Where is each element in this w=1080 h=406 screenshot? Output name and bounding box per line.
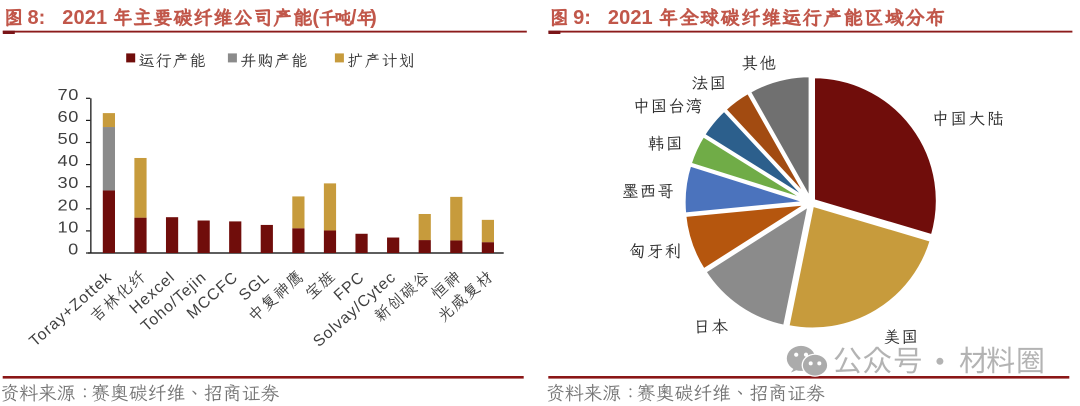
svg-text:/: / [351,7,357,29]
svg-text:10: 10 [57,217,78,236]
svg-text:2021: 2021 [62,7,107,29]
svg-text:20: 20 [57,195,78,214]
svg-text:0: 0 [68,240,79,259]
svg-text:50: 50 [57,129,78,148]
svg-text:70: 70 [57,85,78,104]
svg-text:9:: 9: [573,7,591,29]
svg-text:60: 60 [57,107,78,126]
svg-text:30: 30 [57,173,78,192]
svg-text:8:: 8: [28,7,46,29]
svg-text:(: ( [312,7,319,29]
svg-text:): ) [370,7,377,29]
svg-text:40: 40 [57,151,78,170]
svg-text:2021: 2021 [608,7,653,29]
